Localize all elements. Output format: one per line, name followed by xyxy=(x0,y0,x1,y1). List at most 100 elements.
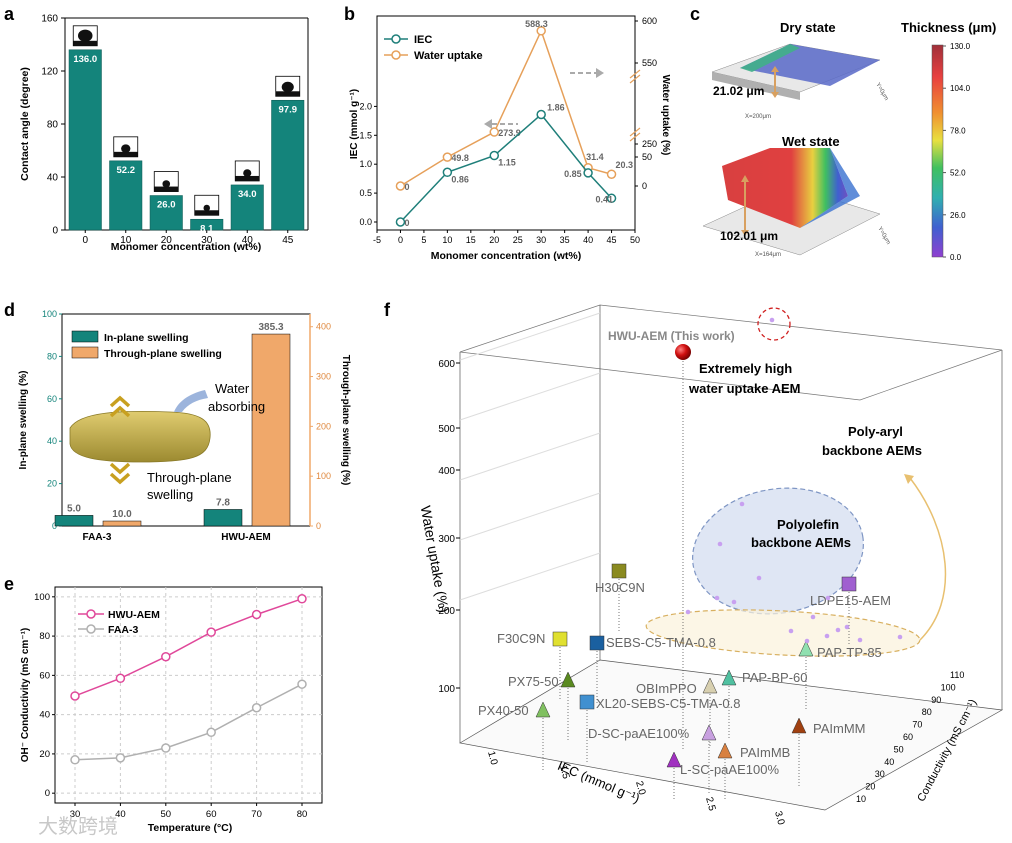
d-bars: 5.0 10.0 FAA-3 7.8 385.3 HWU-AEM xyxy=(54,322,291,543)
d-ytick-left-label: 40 xyxy=(47,436,57,446)
f-marker-cube xyxy=(611,563,627,579)
watermark: 大数跨境 xyxy=(38,815,118,838)
f-3d-box xyxy=(459,304,1004,811)
c-colorbar-tick-label: 78.0 xyxy=(950,126,966,135)
e-series-faa-point xyxy=(70,755,80,765)
d-legend-through: Through-plane swelling xyxy=(104,348,222,360)
f-point-label: PAImMM xyxy=(813,721,865,736)
f-point-label: D-SC-paAE100% xyxy=(588,726,690,741)
f-marker-cube xyxy=(552,631,568,647)
b-label-iec: 0.85 xyxy=(564,169,582,179)
a-xtick-label: 45 xyxy=(282,235,294,246)
b-label-iec: 0.86 xyxy=(451,174,469,184)
f-grid-left xyxy=(459,492,601,541)
b-xtick-label: 45 xyxy=(607,235,617,245)
d-ytick-left-label: 20 xyxy=(47,479,57,489)
f-point-label: SEBS-C5-TMA-0.8 xyxy=(606,635,716,650)
a-bar xyxy=(271,99,305,231)
f-marker-cone xyxy=(798,640,814,657)
f-ytick-label: 100 xyxy=(438,684,455,695)
a-bar-label: 26.0 xyxy=(157,200,176,211)
b-ylabel-right: Water uptake (%) xyxy=(660,75,671,156)
e-series-hwu-point xyxy=(70,691,80,701)
f-literature-dot xyxy=(788,628,794,634)
f-marker-cone xyxy=(535,701,551,718)
c-wet-value: 102.01 μm xyxy=(720,229,778,243)
d-annotation-swelling: swelling xyxy=(147,487,193,502)
e-legend-hwu: HWU-AEM xyxy=(108,609,160,621)
a-droplet xyxy=(203,204,211,212)
panel-letter-e: e xyxy=(4,574,14,594)
f-polyaryl-region xyxy=(645,609,921,657)
c-dry-value: 21.02 μm xyxy=(713,84,764,98)
b-ytick-right-label: 50 xyxy=(642,152,652,162)
b-legend: IEC Water uptake xyxy=(384,34,483,62)
a-ytick-label: 160 xyxy=(41,14,58,25)
d-xtick-label: FAA-3 xyxy=(83,532,112,543)
d-annotation-through: Through-plane xyxy=(147,470,232,485)
b-ytick-left-label: 0.0 xyxy=(359,217,372,227)
d-ytick-right-label: 0 xyxy=(316,521,321,531)
b-label-iec: 1.15 xyxy=(498,158,516,168)
b-ytick-left-label: 0.5 xyxy=(359,188,372,198)
f-literature-dots xyxy=(685,317,903,644)
b-point-water-uptake xyxy=(442,152,453,162)
b-point-iec xyxy=(536,109,546,120)
f-highlight-label: HWU-AEM (This work) xyxy=(608,329,735,343)
f-point-label: LDPE15-AEM xyxy=(810,593,891,608)
d-ytick-left-label: 80 xyxy=(47,351,57,361)
f-highlight-point xyxy=(675,344,691,360)
panel-letter-c: c xyxy=(690,4,700,24)
c-wet-surface xyxy=(702,148,881,256)
f-point-label: L-SC-paAE100% xyxy=(680,762,779,777)
b-axis-break-1 xyxy=(629,69,641,84)
f-literature-dot xyxy=(825,595,831,601)
f-point-label: F30C9N xyxy=(497,631,545,646)
f-point-label: PAImMB xyxy=(740,745,790,760)
e-series-hwu-line xyxy=(74,598,303,697)
b-xtick-label: -5 xyxy=(373,235,381,245)
e-series-faa-line xyxy=(74,683,303,761)
b-xtick-label: 35 xyxy=(560,235,570,245)
e-ylabel: OH⁻ Conductivity (mS cm⁻¹) xyxy=(20,628,31,762)
e-xtick-label: 50 xyxy=(161,809,172,820)
f-points: H30C9N F30C9N SEBS-C5-TMA-0.8 LDPE15-AEM PAP… xyxy=(478,344,891,800)
f-marker-cone xyxy=(560,671,576,688)
panel-f: f 100 200 300 400 500 600 1.0 1.5 2.0 2.5 3.0 10 203… xyxy=(384,300,1004,827)
b-label-water-uptake: 0 xyxy=(404,182,409,192)
d-bar-through-label: 10.0 xyxy=(112,509,132,520)
panel-letter-b: b xyxy=(344,4,355,24)
b-label-water-uptake: 20.3 xyxy=(616,160,634,170)
e-xtick-label: 80 xyxy=(297,809,308,820)
f-marker-cone xyxy=(791,717,807,734)
f-literature-dot xyxy=(857,637,863,643)
f-polyolefin-1: Polyolefin xyxy=(777,517,839,532)
f-point-label: H30C9N xyxy=(595,580,645,595)
a-ytick-label: 0 xyxy=(52,226,58,237)
f-polyolefin-2: backbone AEMs xyxy=(751,535,851,550)
a-droplet-substrate xyxy=(154,186,179,192)
a-ylabel: Contact angle (degree) xyxy=(19,67,31,181)
b-xtick-label: 50 xyxy=(630,235,640,245)
a-droplet-substrate xyxy=(194,210,219,216)
f-literature-dot xyxy=(739,501,745,507)
b-point-iec xyxy=(395,217,406,227)
d-annotation-absorbing: absorbing xyxy=(208,399,265,414)
d-bar-through xyxy=(251,333,291,527)
a-droplet-substrate xyxy=(73,40,98,46)
a-ytick-label: 120 xyxy=(41,67,58,78)
f-grid xyxy=(459,312,601,601)
f-grid-left xyxy=(459,552,601,601)
f-literature-dot xyxy=(756,575,762,581)
a-bar-label: 8.1 xyxy=(200,223,214,234)
f-grid-left xyxy=(459,312,601,361)
a-bar-label: 97.9 xyxy=(279,104,298,115)
b-point-iec xyxy=(606,193,617,204)
d-y-ticks-right: 0 100 200 300 400 xyxy=(310,322,331,531)
a-bar-label: 52.2 xyxy=(117,165,136,176)
panel-d: d 0 20 40 60 80 100 0 100 200 300 400 5.0 10.0 FAA-… xyxy=(4,300,351,543)
b-frame xyxy=(376,15,636,231)
d-ytick-left-label: 0 xyxy=(52,521,57,531)
b-point-iec xyxy=(442,167,453,178)
f-ztick-label: 60 xyxy=(903,732,913,742)
